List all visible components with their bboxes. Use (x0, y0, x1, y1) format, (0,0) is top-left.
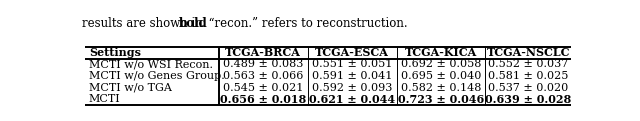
Text: TCGA-ESCA: TCGA-ESCA (315, 47, 389, 58)
Text: MCTI w/o WSI Recon.: MCTI w/o WSI Recon. (89, 59, 213, 69)
Text: 0.489 ± 0.083: 0.489 ± 0.083 (223, 59, 303, 69)
Text: MCTI w/o TGA: MCTI w/o TGA (89, 83, 172, 93)
Text: 0.552 ± 0.037: 0.552 ± 0.037 (488, 59, 568, 69)
Text: bold: bold (179, 17, 208, 30)
Text: 0.551 ± 0.051: 0.551 ± 0.051 (312, 59, 392, 69)
Text: MCTI: MCTI (89, 94, 121, 104)
Text: 0.563 ± 0.066: 0.563 ± 0.066 (223, 71, 303, 81)
Text: . “recon.” refers to reconstruction.: . “recon.” refers to reconstruction. (201, 17, 408, 30)
Text: 0.545 ± 0.021: 0.545 ± 0.021 (223, 83, 303, 93)
Text: 0.639 ± 0.028: 0.639 ± 0.028 (485, 94, 572, 105)
Text: 0.656 ± 0.018: 0.656 ± 0.018 (220, 94, 306, 105)
Text: 0.695 ± 0.040: 0.695 ± 0.040 (401, 71, 481, 81)
Text: 0.723 ± 0.046: 0.723 ± 0.046 (398, 94, 484, 105)
Text: 0.692 ± 0.058: 0.692 ± 0.058 (401, 59, 481, 69)
Text: TCGA-NSCLC: TCGA-NSCLC (486, 47, 570, 58)
Text: 0.621 ± 0.044: 0.621 ± 0.044 (309, 94, 395, 105)
Text: 0.537 ± 0.020: 0.537 ± 0.020 (488, 83, 568, 93)
Text: results are shown in: results are shown in (83, 17, 207, 30)
Text: TCGA-KICA: TCGA-KICA (405, 47, 477, 58)
Text: Settings: Settings (89, 47, 141, 58)
Text: 0.592 ± 0.093: 0.592 ± 0.093 (312, 83, 392, 93)
Text: 0.591 ± 0.041: 0.591 ± 0.041 (312, 71, 392, 81)
Text: MCTI w/o Genes Group.: MCTI w/o Genes Group. (89, 71, 225, 81)
Text: 0.581 ± 0.025: 0.581 ± 0.025 (488, 71, 568, 81)
Text: TCGA-BRCA: TCGA-BRCA (225, 47, 301, 58)
Text: 0.582 ± 0.148: 0.582 ± 0.148 (401, 83, 481, 93)
